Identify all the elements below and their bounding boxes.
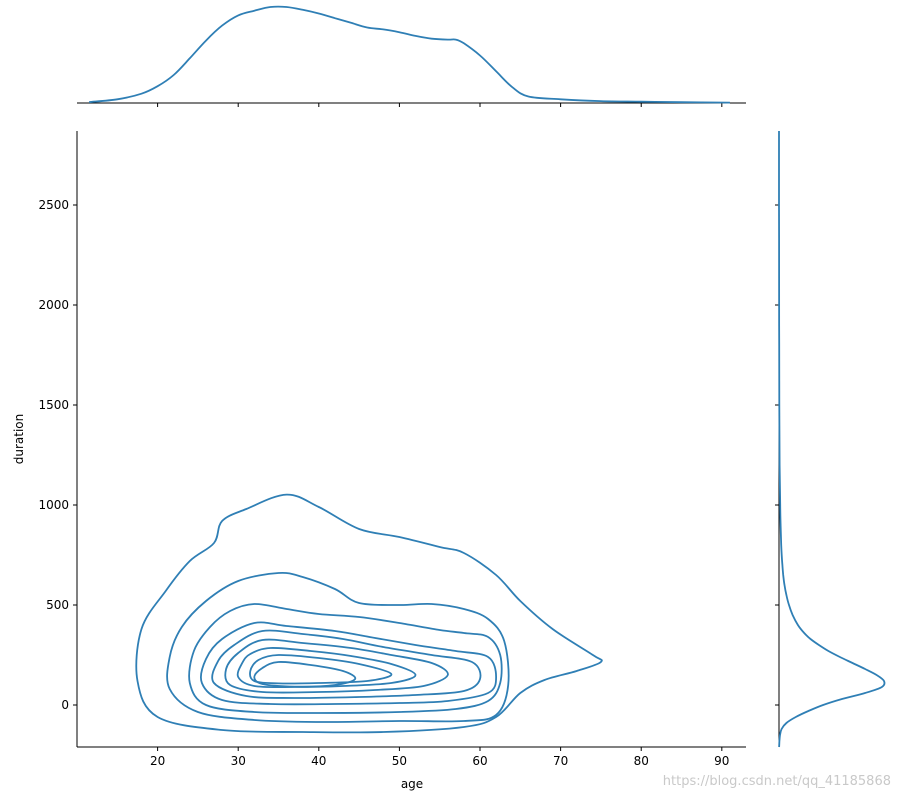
x-tick-label: 90 bbox=[714, 754, 729, 768]
x-tick-label: 40 bbox=[311, 754, 326, 768]
marginal-y-panel bbox=[775, 131, 886, 748]
y-tick-label: 2500 bbox=[38, 198, 69, 212]
x-axis-label: age bbox=[401, 777, 423, 791]
marginal-x-density-line bbox=[89, 5, 730, 104]
kde-contour-6 bbox=[224, 638, 449, 694]
kde-contour-8 bbox=[249, 654, 393, 685]
x-tick-label: 80 bbox=[634, 754, 649, 768]
kde-contour-9 bbox=[253, 661, 357, 688]
kde-contour-3 bbox=[188, 603, 503, 714]
watermark-text: https://blog.csdn.net/qq_41185868 bbox=[663, 774, 891, 789]
x-tick-label: 60 bbox=[472, 754, 487, 768]
x-tick-label: 50 bbox=[392, 754, 407, 768]
y-tick-label: 500 bbox=[46, 598, 69, 612]
kde-contour-5 bbox=[211, 629, 482, 699]
x-tick-label: 20 bbox=[150, 754, 165, 768]
x-tick-label: 70 bbox=[553, 754, 568, 768]
y-axis-label: duration bbox=[12, 414, 26, 465]
y-tick-label: 1500 bbox=[38, 398, 69, 412]
marginal-x-panel bbox=[77, 5, 746, 107]
y-tick-label: 2000 bbox=[38, 298, 69, 312]
kde-contour-7 bbox=[236, 647, 417, 689]
kde-contour-2 bbox=[166, 571, 510, 723]
y-tick-label: 1000 bbox=[38, 498, 69, 512]
kde-contour-4 bbox=[200, 621, 497, 706]
y-tick-label: 0 bbox=[61, 698, 69, 712]
marginal-y-density-line bbox=[778, 131, 886, 748]
kde-contour-1 bbox=[135, 493, 603, 734]
joint-kde-panel: 20 30 40 50 60 70 80 90 0 500 1000 1500 2000 2500 bbox=[38, 131, 746, 768]
x-tick-label: 30 bbox=[231, 754, 246, 768]
